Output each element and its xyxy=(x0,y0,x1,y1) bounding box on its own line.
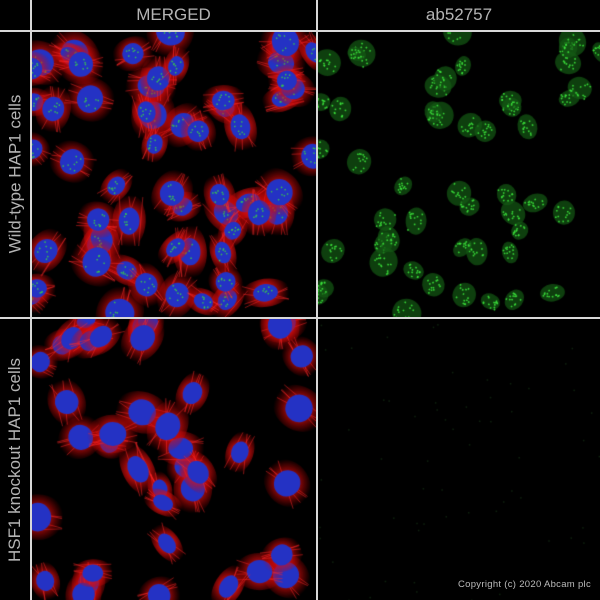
row-title-knockout: HSF1 knockout HAP1 cells xyxy=(5,357,24,562)
column-title-antibody: ab52757 xyxy=(425,5,493,24)
panel-wildtype-merged xyxy=(31,31,316,317)
panel-wildtype-antibody xyxy=(318,31,600,317)
column-title-merged: MERGED xyxy=(136,5,211,24)
grid-line-vertical-middle xyxy=(316,0,318,600)
row-title-wild-type: Wild-type HAP1 cells xyxy=(5,94,24,254)
grid-line-horizontal-top xyxy=(0,30,600,32)
panel-knockout-merged xyxy=(31,319,316,600)
panel-knockout-antibody xyxy=(318,319,600,600)
grid-line-vertical-left xyxy=(30,0,32,600)
copyright-notice: Copyright (c) 2020 Abcam plc xyxy=(457,579,591,590)
grid-line-horizontal-middle xyxy=(0,317,600,319)
